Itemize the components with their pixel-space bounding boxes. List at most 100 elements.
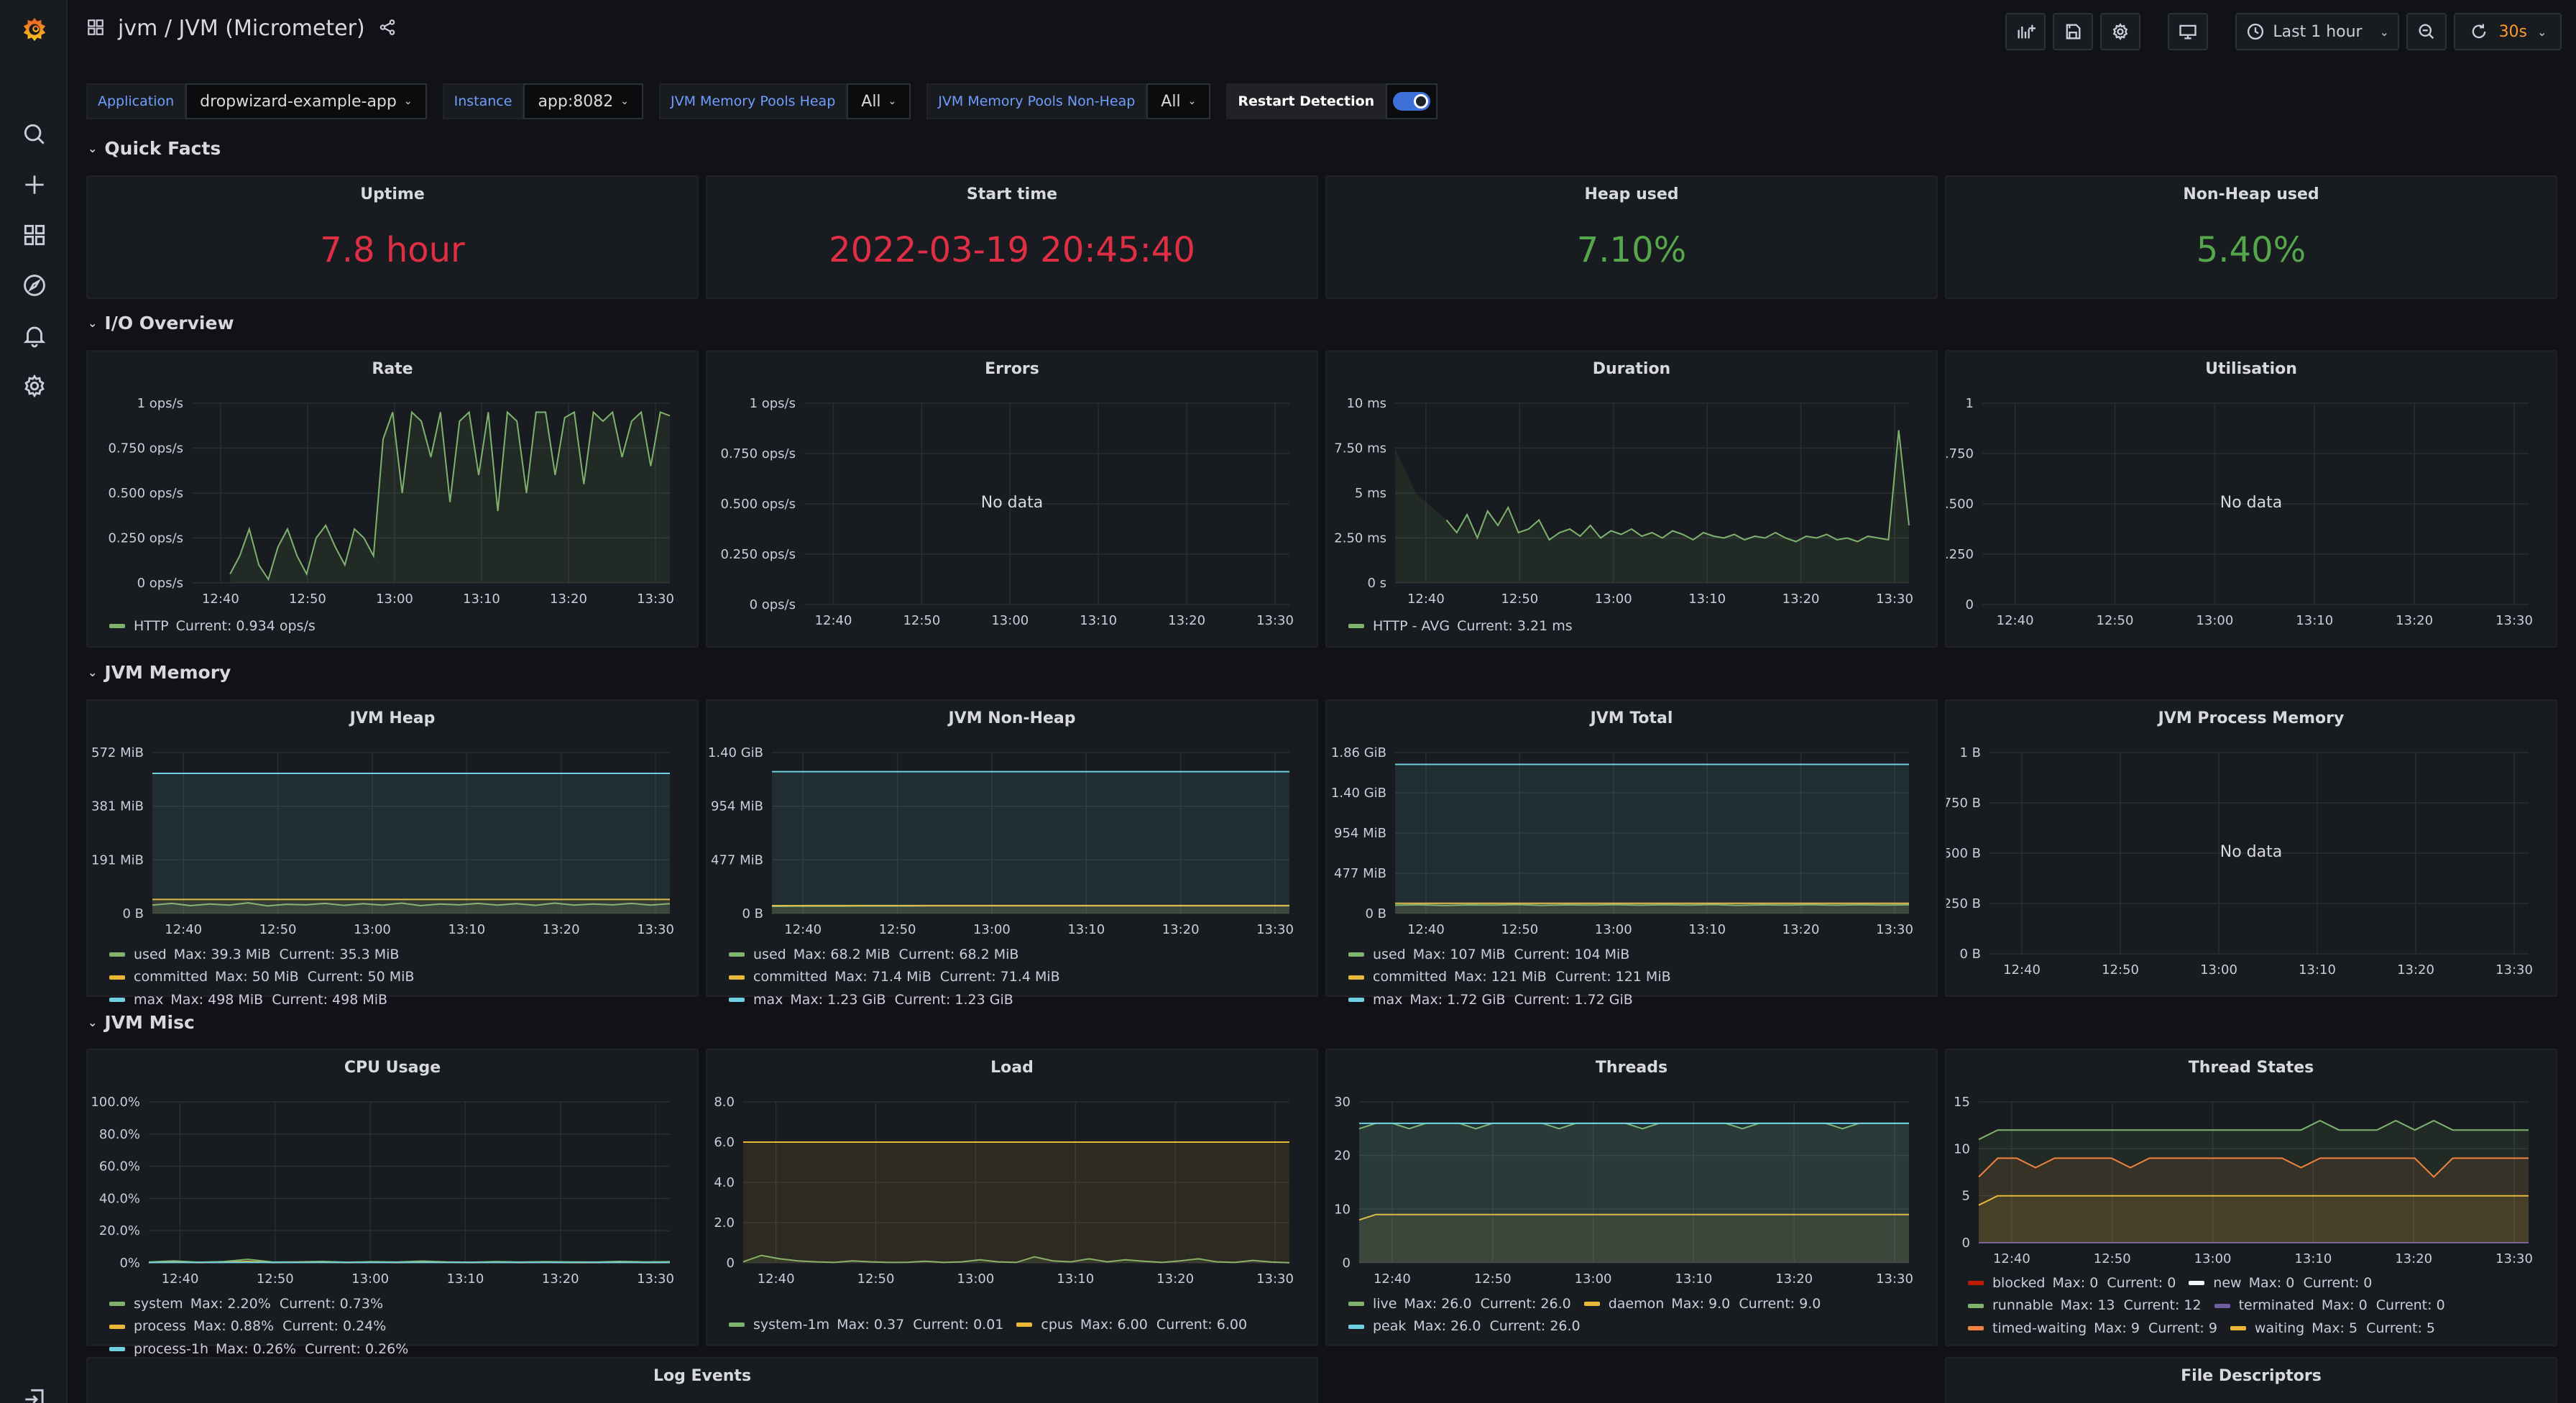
- legend-item-timed-waiting[interactable]: timed-waiting Max: 9 Current: 9: [1968, 1318, 2217, 1339]
- panel-non-heap-used[interactable]: Non-Heap used 5.40%: [1945, 175, 2557, 299]
- var-select-instance[interactable]: app:8082 ⌄: [523, 83, 643, 119]
- row-quick-facts[interactable]: ⌄ Quick Facts: [88, 138, 221, 159]
- legend-item-used[interactable]: used Max: 107 MiB Current: 104 MiB: [1348, 944, 1629, 965]
- y-tick-label: 15: [1954, 1095, 1970, 1110]
- zoom-out-button[interactable]: [2406, 13, 2447, 50]
- y-tick-label: 1.40 GiB: [1331, 786, 1386, 801]
- save-dashboard-button[interactable]: [2053, 13, 2094, 50]
- chevron-down-icon: ⌄: [2537, 24, 2547, 39]
- y-tick-label: 30: [1334, 1095, 1351, 1110]
- panel-uptime[interactable]: Uptime 7.8 hour: [86, 175, 699, 299]
- legend-item-max[interactable]: max Max: 1.72 GiB Current: 1.72 GiB: [1348, 990, 1633, 1011]
- legend-item-daemon[interactable]: daemon Max: 9.0 Current: 9.0: [1583, 1294, 1821, 1315]
- stat-value: 7.8 hour: [320, 230, 465, 270]
- dashboard-title[interactable]: jvm / JVM (Micrometer): [118, 16, 365, 41]
- legend-item-new[interactable]: new Max: 0 Current: 0: [2189, 1273, 2372, 1294]
- legend-item-live[interactable]: live Max: 26.0 Current: 26.0: [1348, 1294, 1571, 1315]
- panel-rate[interactable]: Rate 1 ops/s 0.750 ops/s 0.500 ops/s 0.250 o…: [86, 350, 699, 648]
- stat-value: 5.40%: [2196, 230, 2306, 270]
- panel-threads[interactable]: Threads 30 20 10 0 12:40 12:50 13:00 13:10 13:20 1…: [1325, 1049, 1938, 1346]
- legend-item-process-1h[interactable]: process-1h Max: 0.26% Current: 0.26%: [109, 1339, 408, 1360]
- search-icon[interactable]: [19, 119, 50, 150]
- create-plus-icon[interactable]: [19, 170, 50, 200]
- time-picker-button[interactable]: Last 1 hour ⌄: [2235, 13, 2399, 50]
- y-tick-label: 20: [1334, 1149, 1351, 1164]
- x-tick-label: 12:40: [784, 922, 822, 937]
- legend-item-system-1m[interactable]: system-1m Max: 0.37 Current: 0.01: [729, 1315, 1003, 1335]
- x-tick-label: 13:00: [1595, 592, 1632, 607]
- legend-series-name: committed: [134, 969, 208, 985]
- panel-jvm-nonheap[interactable]: JVM Non-Heap 1.40 GiB 954 MiB 477 MiB 0 B 12:…: [706, 699, 1318, 1008]
- grafana-logo-icon[interactable]: [19, 14, 50, 45]
- legend-item-max[interactable]: max Max: 1.23 GiB Current: 1.23 GiB: [729, 990, 1013, 1011]
- y-tick-label: 0 ops/s: [750, 597, 796, 612]
- x-tick-label: 13:10: [2294, 1251, 2332, 1266]
- panel-jvm-total[interactable]: JVM Total 1.86 GiB 1.40 GiB 954 MiB 477 MiB 0…: [1325, 699, 1938, 1008]
- tv-mode-button[interactable]: [2168, 13, 2209, 50]
- legend-item-HTTP - AVG[interactable]: HTTP - AVG Current: 3.21 ms: [1348, 616, 1573, 637]
- y-tick-label: 0.250: [1946, 547, 1974, 562]
- row-jvm-misc[interactable]: ⌄ JVM Misc: [88, 1012, 195, 1033]
- legend-item-waiting[interactable]: waiting Max: 5 Current: 5: [2230, 1318, 2435, 1339]
- legend-series-name: process-1h: [134, 1340, 208, 1357]
- legend-item-committed[interactable]: committed Max: 50 MiB Current: 50 MiB: [109, 967, 414, 988]
- legend-swatch: [2189, 1281, 2205, 1285]
- restart-detection-toggle[interactable]: [1386, 83, 1438, 119]
- share-icon[interactable]: [378, 18, 397, 40]
- legend-series-name: HTTP: [134, 617, 169, 634]
- panel-file-descriptors[interactable]: File Descriptors: [1945, 1357, 2557, 1403]
- var-select-nonheap-pools[interactable]: All ⌄: [1146, 83, 1211, 119]
- legend-item-blocked[interactable]: blocked Max: 0 Current: 0: [1968, 1273, 2176, 1294]
- panel-start-time[interactable]: Start time 2022-03-19 20:45:40: [706, 175, 1318, 299]
- row-io-overview[interactable]: ⌄ I/O Overview: [88, 313, 234, 334]
- series-area: [1395, 430, 1909, 583]
- panel-cpu[interactable]: CPU Usage 100.0% 80.0% 60.0% 40.0% 20.0% 0% 12:…: [86, 1049, 699, 1357]
- panel-errors[interactable]: Errors 1 ops/s 0.750 ops/s 0.500 ops/s 0.250…: [706, 350, 1318, 648]
- sign-in-icon[interactable]: [19, 1384, 50, 1403]
- add-panel-button[interactable]: [2005, 13, 2046, 50]
- series-area: [743, 1142, 1289, 1263]
- settings-gear-icon[interactable]: [19, 371, 50, 401]
- y-tick-label: 2.50 ms: [1334, 531, 1386, 546]
- legend-item-system[interactable]: system Max: 2.20% Current: 0.73%: [109, 1294, 383, 1315]
- legend-item-committed[interactable]: committed Max: 71.4 MiB Current: 71.4 MiB: [729, 967, 1060, 988]
- panel-duration[interactable]: Duration 10 ms 7.50 ms 5 ms 2.50 ms 0 s 12:40 1…: [1325, 350, 1938, 648]
- y-tick-label: 1.40 GiB: [708, 745, 763, 760]
- legend-swatch: [109, 1347, 125, 1351]
- legend-item-cpus[interactable]: cpus Max: 6.00 Current: 6.00: [1016, 1315, 1247, 1335]
- legend-series-values: Max: 107 MiB Current: 104 MiB: [1412, 946, 1630, 962]
- var-select-heap-pools[interactable]: All ⌄: [847, 83, 911, 119]
- y-tick-label: 1 ops/s: [750, 396, 796, 411]
- legend-item-HTTP[interactable]: HTTP Current: 0.934 ops/s: [109, 616, 316, 637]
- legend-series-values: Max: 6.00 Current: 6.00: [1080, 1316, 1248, 1333]
- panel-thread-states[interactable]: Thread States 15 10 5 0 12:40 12:50 13:00 13:10 1…: [1945, 1049, 2557, 1346]
- legend-item-used[interactable]: used Max: 68.2 MiB Current: 68.2 MiB: [729, 944, 1018, 965]
- dashboards-grid-icon[interactable]: [19, 220, 50, 250]
- legend-item-max[interactable]: max Max: 498 MiB Current: 498 MiB: [109, 990, 387, 1011]
- legend-item-peak[interactable]: peak Max: 26.0 Current: 26.0: [1348, 1316, 1581, 1337]
- panel-log-events[interactable]: Log Events: [86, 1357, 1318, 1403]
- chart-svg: 8.0 6.0 4.0 2.0 0 12:40 12:50 13:00 13:10 13:20 13…: [714, 1095, 1294, 1287]
- legend-item-process[interactable]: process Max: 0.88% Current: 0.24%: [109, 1316, 386, 1337]
- x-tick-label: 12:40: [162, 1271, 199, 1287]
- x-tick-label: 13:30: [2496, 1251, 2533, 1266]
- panel-heap-used[interactable]: Heap used 7.10%: [1325, 175, 1938, 299]
- legend-item-used[interactable]: used Max: 39.3 MiB Current: 35.3 MiB: [109, 944, 399, 965]
- legend-item-runnable[interactable]: runnable Max: 13 Current: 12: [1968, 1295, 2202, 1316]
- var-label-heap-pools: JVM Memory Pools Heap: [658, 83, 847, 119]
- var-select-application[interactable]: dropwizard-example-app ⌄: [185, 83, 427, 119]
- panel-utilisation[interactable]: Utilisation 1 0.750 0.500 0.250 0 12:40 12:50 13…: [1945, 350, 2557, 648]
- row-jvm-memory[interactable]: ⌄ JVM Memory: [88, 662, 231, 683]
- legend-item-terminated[interactable]: terminated Max: 0 Current: 0: [2214, 1295, 2445, 1316]
- legend-item-committed[interactable]: committed Max: 121 MiB Current: 121 MiB: [1348, 967, 1671, 988]
- panel-jvm-process[interactable]: JVM Process Memory 1 B 0.750 B 0.500 B 0.250…: [1945, 699, 2557, 997]
- explore-compass-icon[interactable]: [19, 270, 50, 300]
- panel-load[interactable]: Load 8.0 6.0 4.0 2.0 0 12:40 12:50 13:00 13:10 13:…: [706, 1049, 1318, 1346]
- refresh-button[interactable]: 30s ⌄: [2454, 13, 2562, 50]
- panel-jvm-heap[interactable]: JVM Heap 572 MiB 381 MiB 191 MiB 0 B 12:40 12:…: [86, 699, 699, 1008]
- x-tick-label: 13:20: [1156, 1271, 1194, 1287]
- legend-series-name: system-1m: [753, 1316, 830, 1333]
- dashboard-settings-button[interactable]: [2100, 13, 2141, 50]
- alerting-bell-icon[interactable]: [19, 321, 50, 351]
- legend-swatch: [109, 952, 125, 957]
